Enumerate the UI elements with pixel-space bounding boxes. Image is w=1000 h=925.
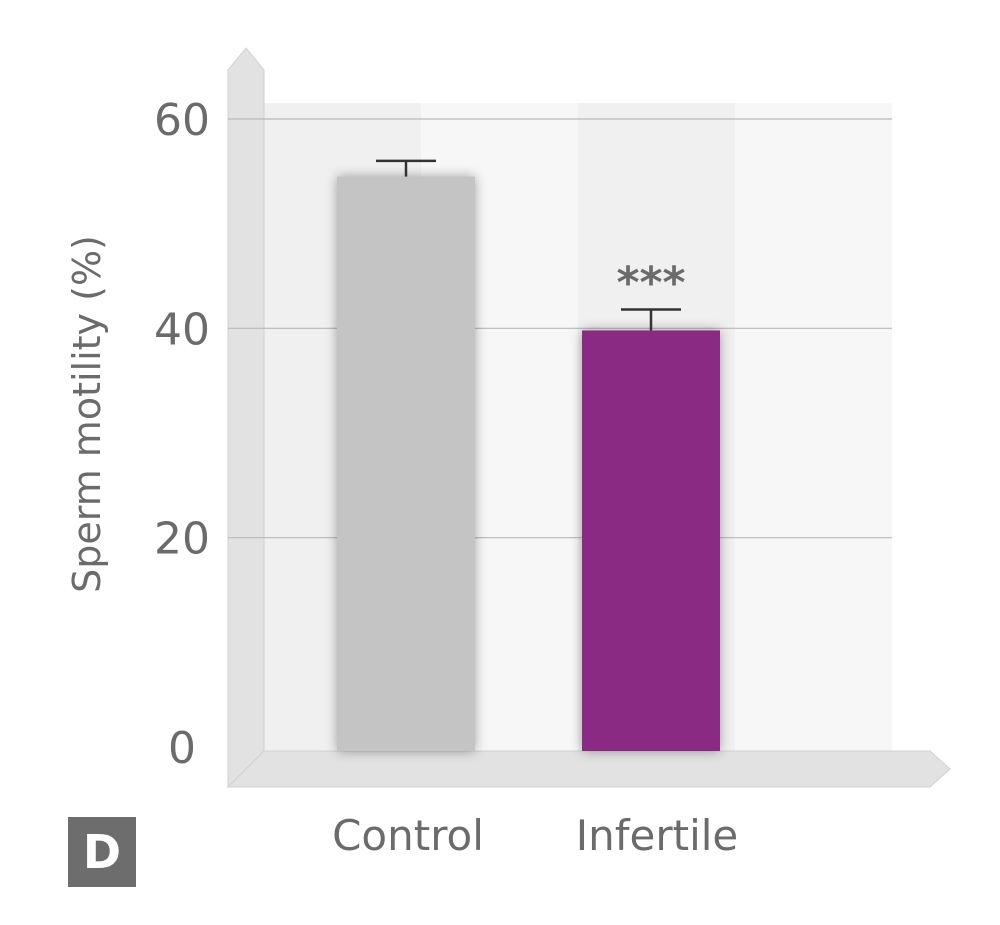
y-ticks: 0 20 40 60 <box>154 95 210 774</box>
panel-label: D <box>68 817 136 887</box>
significance-marker: *** <box>616 257 685 308</box>
y-tick-label: 40 <box>154 304 210 355</box>
bar-control <box>337 176 475 752</box>
error-bars: *** <box>376 159 686 331</box>
y-axis-wall <box>227 47 265 789</box>
y-tick-label: 20 <box>154 514 210 565</box>
x-axis-floor <box>226 750 951 788</box>
x-ticks: Control Infertile <box>332 811 738 860</box>
y-tick-label: 60 <box>154 95 210 146</box>
y-tick-label: 0 <box>168 723 196 774</box>
bar-infertile <box>582 330 720 751</box>
x-tick-label: Control <box>332 811 484 860</box>
y-axis-label: Sperm motility (%) <box>65 235 109 593</box>
x-tick-label: Infertile <box>576 811 739 860</box>
bars <box>337 176 720 752</box>
